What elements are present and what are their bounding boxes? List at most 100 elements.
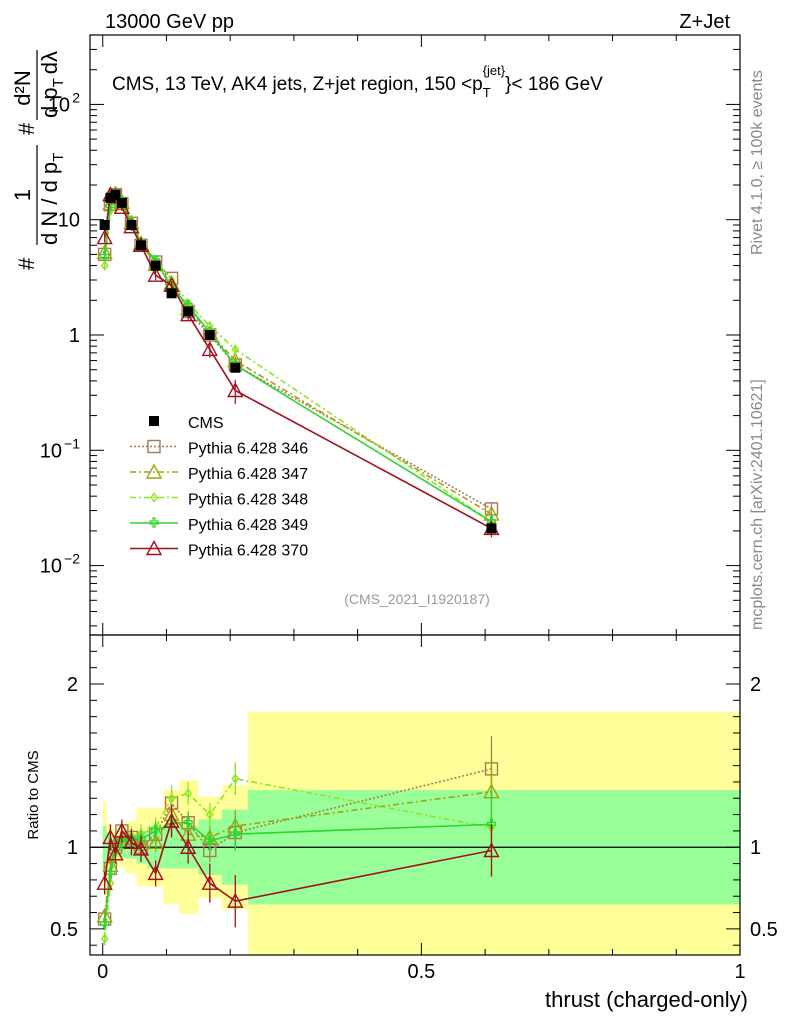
main-point-data — [116, 197, 127, 208]
ylabel-frac2-num: d²N — [10, 70, 35, 105]
main-point-data — [486, 523, 497, 534]
ratio-point-series-4 — [105, 867, 115, 878]
ratio-point-series-4 — [230, 828, 240, 839]
main-point-series-3 — [100, 260, 109, 271]
ratio-point-series-3 — [231, 773, 240, 784]
ratio-axes: 0.5 0.51 12 20 0.5 1 — [50, 634, 778, 983]
mcplots-label: mcplots.cern.ch [arXiv:2401.10621] — [749, 379, 766, 630]
ratio-point-series-5 — [113, 822, 131, 838]
ylabel-frac1-num: 1 — [10, 189, 35, 201]
ratio-point-series-4 — [136, 833, 146, 844]
ratio-line-series-5 — [103, 819, 492, 902]
header-right: Z+Jet — [679, 11, 730, 33]
legend-marker-series-4 — [149, 517, 159, 528]
ratio-point-series-5 — [147, 864, 164, 881]
ratio-point-series-5 — [227, 892, 244, 908]
ratio-point-series-5 — [483, 842, 500, 858]
ylabel-hash-1: # — [14, 257, 39, 270]
main-y-tick-exp-1: −1 — [64, 435, 80, 451]
ratio-point-series-5 — [102, 828, 119, 845]
ratio-point-series-4 — [100, 918, 110, 929]
plot-title-sub: T — [483, 85, 491, 100]
legend-label-series-4: Pythia 6.428 349 — [188, 517, 308, 534]
ratio-y-tick-label-right-2: 2 — [750, 674, 761, 696]
main-point-series-3 — [231, 344, 240, 355]
main-y-tick-label-1: 10 — [40, 440, 62, 462]
y-axis-label-ratio: Ratio to CMS — [25, 750, 42, 839]
legend-marker-series-2 — [145, 463, 163, 479]
main-point-data — [110, 189, 121, 200]
header-left: 13000 GeV pp — [105, 11, 234, 33]
ylabel-frac2-den-tail: dλ — [37, 51, 62, 74]
main-y-tick-label-3: 10 — [58, 210, 80, 232]
main-point-data — [135, 240, 146, 251]
legend-marker-series-3 — [150, 492, 158, 503]
ratio-point-series-3 — [167, 793, 176, 804]
ratio-y-tick-label-right-0: 0.5 — [750, 919, 778, 941]
ratio-point-series-4 — [183, 817, 193, 828]
main-y-tick-exp-0: −2 — [64, 551, 80, 567]
legend: CMS Pythia 6.428 346 Pythia 6.428 347 Pythi… — [130, 415, 308, 560]
ylabel-frac1-den-sub: T — [50, 153, 67, 162]
ratio-point-series-5 — [123, 833, 140, 850]
ratio-line-series-2 — [103, 790, 492, 916]
ratio-line-series-3 — [103, 777, 492, 939]
main-point-data — [105, 192, 116, 203]
ratio-point-series-5 — [107, 845, 124, 861]
x-tick-label-1: 0.5 — [407, 961, 435, 983]
legend-marker-series-5 — [145, 540, 163, 556]
ratio-y-tick-label-right-1: 1 — [750, 837, 761, 859]
legend-label-series-2: Pythia 6.428 347 — [188, 466, 308, 483]
ylabel-frac1-den-text: d N / d p — [37, 162, 62, 245]
main-series-group — [96, 185, 500, 538]
x-axis-label: thrust (charged-only) — [545, 987, 748, 1012]
main-line-series-1 — [103, 193, 492, 510]
ylabel-frac1-den: d N / d pT — [37, 153, 67, 245]
main-y-tick-label-2: 1 — [69, 325, 80, 347]
main-point-series-5 — [147, 266, 164, 282]
ratio-y-tick-label-1: 1 — [67, 837, 78, 859]
ratio-frame — [89, 634, 741, 956]
ratio-point-series-4 — [486, 818, 497, 829]
rivet-label: Rivet 4.1.0, ≥ 100k events — [749, 70, 766, 255]
ratio-series-group — [96, 736, 500, 946]
main-y-tick-label-0: 10 — [40, 556, 62, 578]
main-y-tick-exp-4: 2 — [72, 89, 80, 105]
main-point-series-4 — [100, 250, 110, 262]
ylabel-frac2-den-sub: T — [50, 78, 67, 87]
main-point-data — [230, 362, 241, 373]
y-axis-label-main: # 1 d N / d pT # d²N d pTdλ — [10, 50, 67, 270]
main-point-series-5 — [227, 382, 244, 398]
ratio-point-series-5 — [201, 874, 218, 890]
ylabel-frac2-den-text: d p — [37, 87, 62, 118]
main-point-data — [204, 330, 215, 340]
analysis-label: (CMS_2021_I1920187) — [344, 591, 490, 607]
ratio-bands — [90, 711, 740, 955]
main-point-series-4 — [166, 281, 177, 292]
plot-title-prefix: CMS, 13 TeV, AK4 jets, Z+jet region, 150… — [112, 74, 483, 95]
main-point-series-5 — [201, 340, 218, 357]
ratio-point-series-5 — [132, 840, 150, 856]
ratio-y-tick-label-2: 2 — [67, 674, 78, 696]
legend-label-series-5: Pythia 6.428 370 — [188, 543, 308, 560]
ratio-point-series-3 — [100, 933, 109, 944]
ratio-point-series-5 — [163, 812, 180, 828]
ratio-point-series-2 — [147, 833, 164, 850]
ratio-point-series-3 — [205, 809, 214, 820]
main-point-series-5 — [96, 229, 113, 245]
main-y-tick-label-4: 10 — [48, 94, 70, 116]
main-point-data — [150, 260, 161, 271]
legend-label-series-1: Pythia 6.428 346 — [188, 441, 308, 458]
legend-marker-series-1 — [147, 439, 161, 454]
main-point-data — [183, 306, 194, 317]
x-tick-label-0: 0 — [97, 961, 108, 983]
main-point-data — [99, 219, 110, 230]
legend-label-data: CMS — [188, 415, 224, 432]
ratio-point-series-5 — [96, 874, 113, 890]
ratio-y-tick-label-0: 0.5 — [50, 919, 78, 941]
ylabel-hash-2: # — [14, 122, 39, 135]
x-tick-label-2: 1 — [734, 961, 745, 983]
legend-marker-data — [149, 416, 159, 426]
